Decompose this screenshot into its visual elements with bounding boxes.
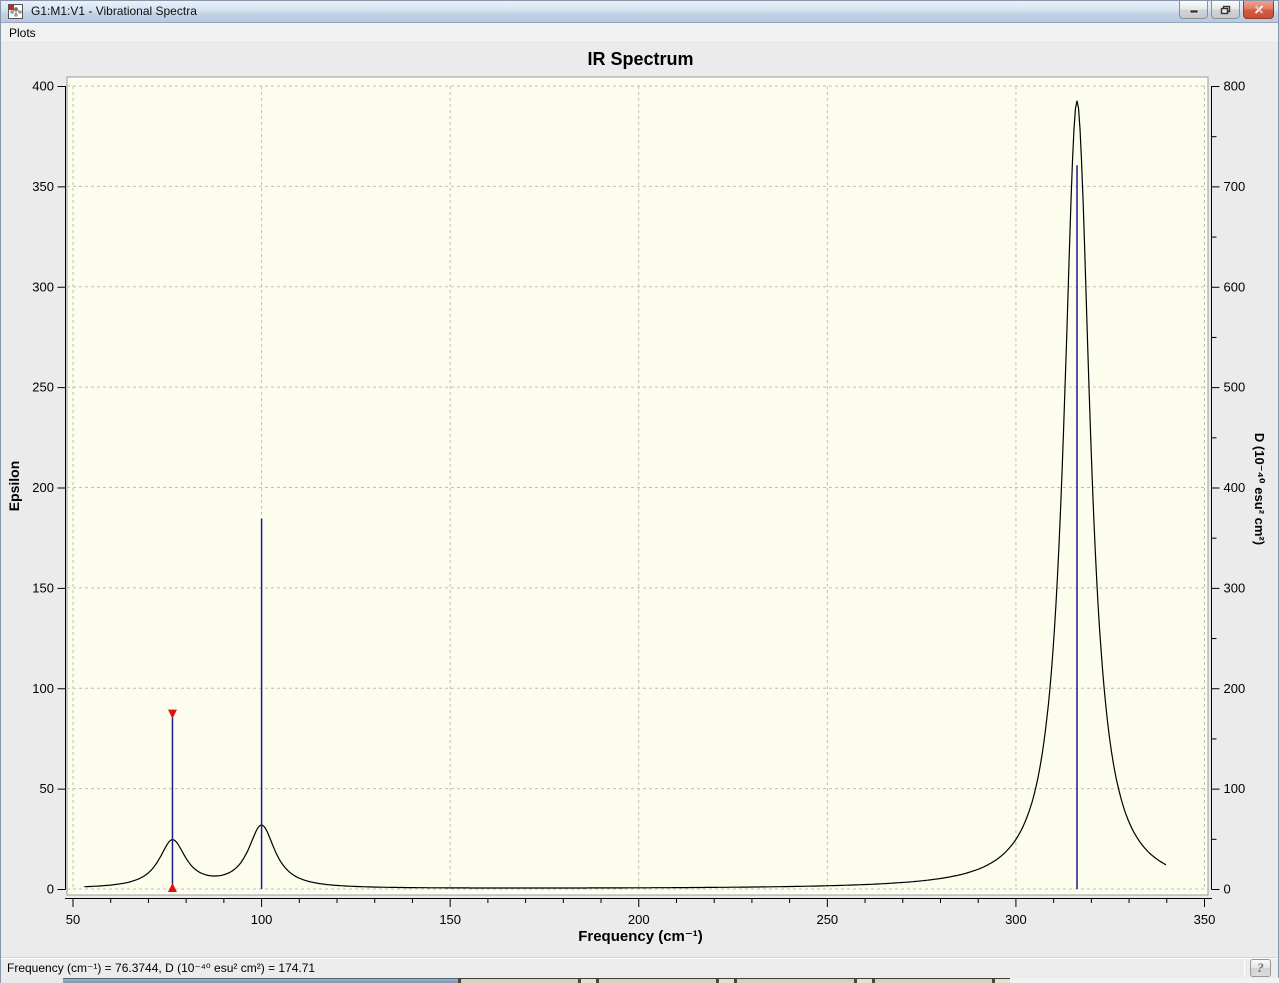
y-right-tick-label: 100 — [1224, 781, 1246, 796]
y-right-tick-label: 800 — [1224, 79, 1246, 94]
y-left-tick-label: 200 — [32, 480, 54, 495]
y-left-tick-label: 150 — [32, 580, 54, 595]
x-tick-label: 50 — [66, 912, 80, 927]
x-tick-label: 350 — [1194, 912, 1216, 927]
y-right-tick-label: 300 — [1224, 580, 1246, 595]
y-left-tick-label: 100 — [32, 681, 54, 696]
help-button[interactable]: ? — [1250, 959, 1271, 977]
y-right-tick-label: 500 — [1224, 380, 1246, 395]
minimize-icon — [1189, 9, 1198, 14]
status-bar-divider — [1244, 960, 1245, 977]
chart-title: IR Spectrum — [587, 49, 694, 69]
y-right-tick-label: 0 — [1224, 882, 1231, 897]
ir-spectrum-curve — [84, 100, 1167, 889]
x-tick-label: 100 — [251, 912, 273, 927]
background-window-edge-tan — [458, 978, 1010, 983]
selected-peak-bottom-marker — [167, 883, 177, 892]
plot-region: IR Spectrum Epsilon D (10⁻⁴⁰ esu² cm²) F… — [1, 43, 1278, 957]
y-left-tick-label: 50 — [40, 781, 54, 796]
y-left-tick-label: 0 — [47, 882, 54, 897]
x-tick-label: 250 — [816, 912, 838, 927]
plot-canvas-background[interactable] — [66, 76, 1209, 896]
y-right-tick-label: 200 — [1224, 681, 1246, 696]
background-window-edge-blue — [63, 978, 458, 983]
y-right-tick-label: 700 — [1224, 179, 1246, 194]
x-axis-title: Frequency (cm⁻¹) — [578, 928, 703, 945]
title-bar[interactable]: G1:M1:V1 - Vibrational Spectra — [1, 1, 1278, 23]
background-windows-sliver — [1, 978, 1279, 983]
menu-item-plots[interactable]: Plots — [9, 25, 36, 40]
restore-button[interactable] — [1211, 1, 1240, 19]
minimize-button[interactable] — [1179, 1, 1208, 19]
spectrum-plot-canvas[interactable]: 0 50 100 150 200 250 300 350 400 0 100 200 300 400 500… — [1, 43, 1279, 957]
x-tick-label: 200 — [628, 912, 650, 927]
y-left-tick-label: 300 — [32, 279, 54, 294]
selected-peak-top-marker — [167, 709, 177, 719]
window-title: G1:M1:V1 - Vibrational Spectra — [31, 4, 197, 18]
status-readout: Frequency (cm⁻¹) = 76.3744, D (10⁻⁴⁰ esu… — [7, 961, 316, 975]
close-icon — [1254, 5, 1263, 14]
plot-canvas-inner-bevel — [67, 77, 1208, 895]
y-right-tick-label: 400 — [1224, 480, 1246, 495]
y-right-tick-label: 600 — [1224, 279, 1246, 294]
y-left-tick-label: 250 — [32, 380, 54, 395]
y-left-tick-label: 400 — [32, 79, 54, 94]
status-bar: Frequency (cm⁻¹) = 76.3744, D (10⁻⁴⁰ esu… — [1, 957, 1278, 978]
background-window-edge-light — [1010, 978, 1279, 983]
x-tick-label: 300 — [1005, 912, 1027, 927]
menu-bar: Plots — [1, 23, 1278, 43]
y-left-tick-label: 350 — [32, 179, 54, 194]
x-tick-label: 150 — [439, 912, 461, 927]
app-icon — [8, 4, 23, 19]
close-button[interactable] — [1243, 1, 1274, 19]
restore-icon — [1220, 5, 1231, 14]
